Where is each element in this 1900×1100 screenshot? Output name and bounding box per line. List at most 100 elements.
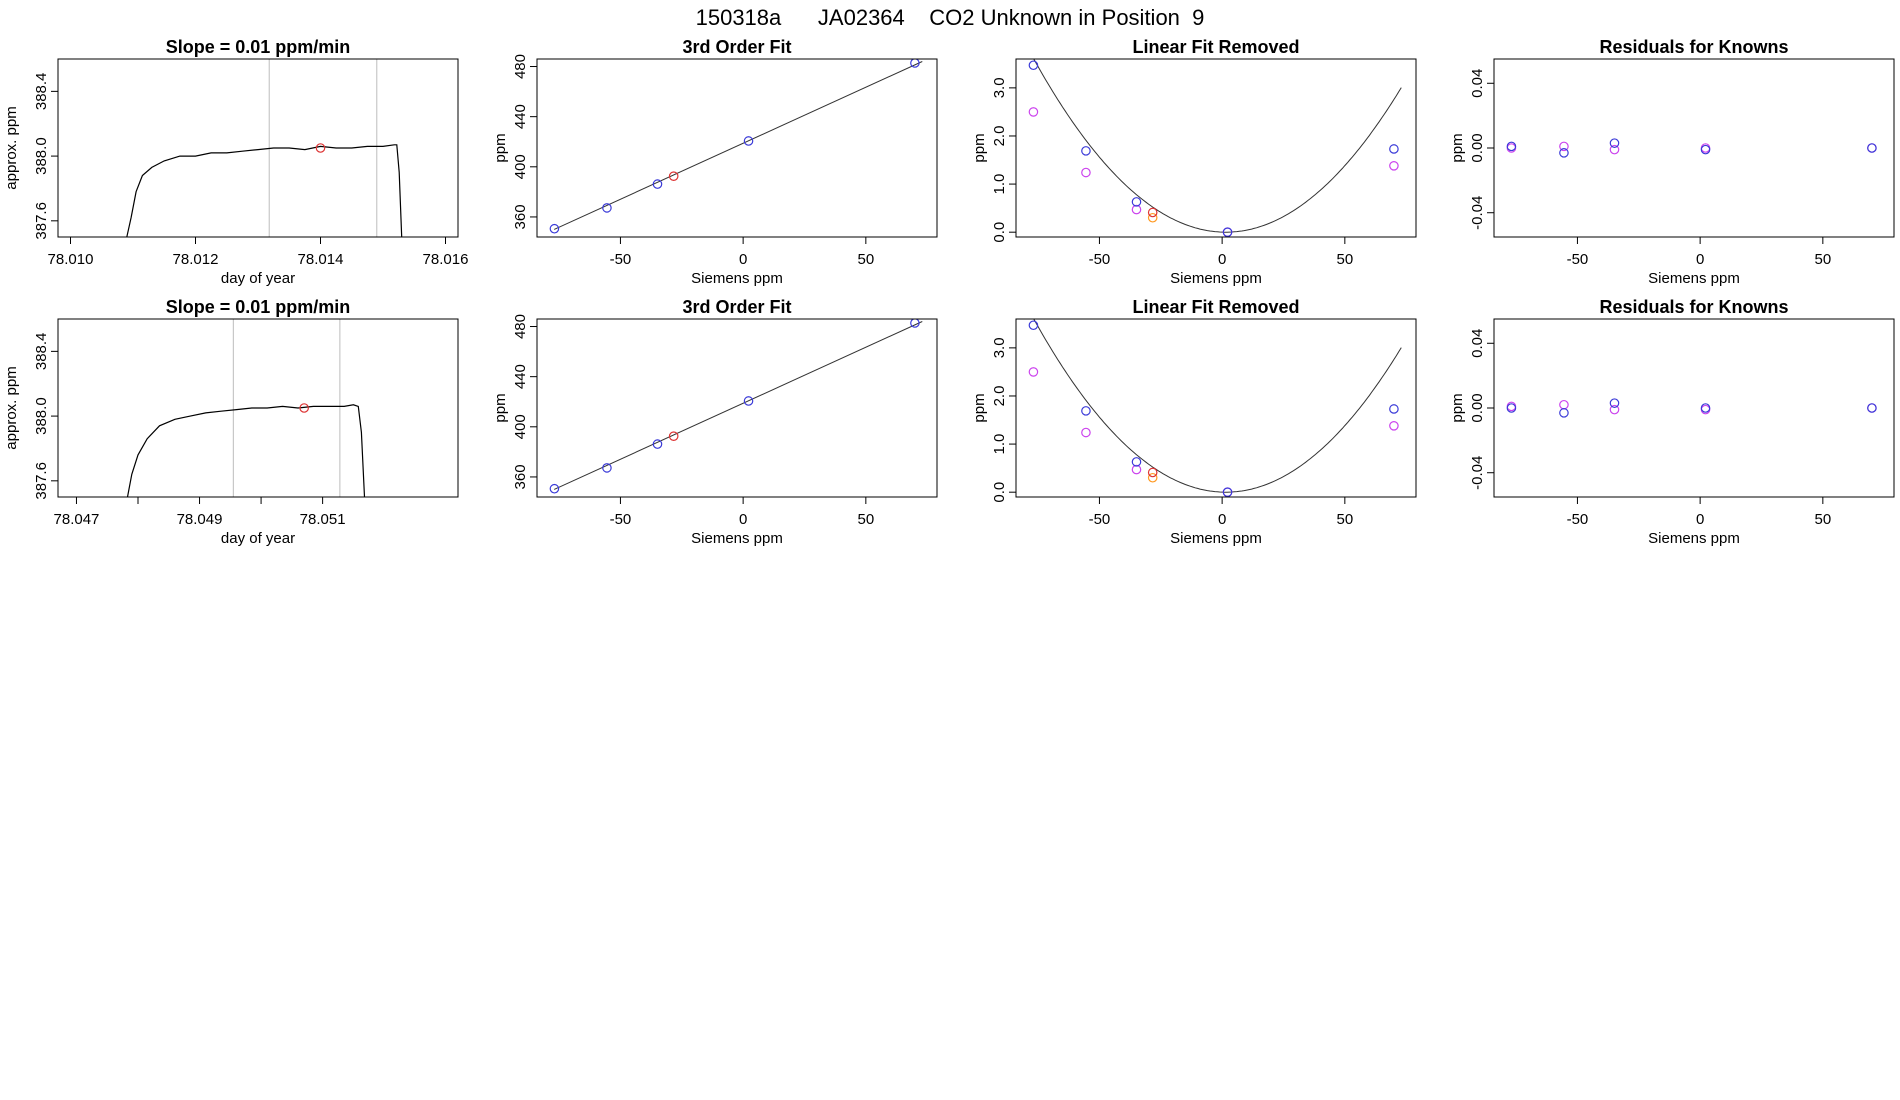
y-axis-label: ppm — [492, 133, 509, 162]
residual-alt-point — [1559, 141, 1569, 152]
plot-area — [1506, 398, 1877, 418]
x-tick-label: 78.047 — [54, 511, 100, 528]
y-tick-label: 1.0 — [991, 174, 1008, 195]
y-tick-label: 0.04 — [1469, 69, 1486, 98]
x-tick-label: -50 — [1089, 251, 1111, 268]
plot-area — [549, 59, 923, 234]
y-tick-label: 1.0 — [991, 434, 1008, 455]
known-standard-point — [1081, 146, 1091, 156]
y-tick-label: 400 — [512, 414, 529, 439]
y-axis-label: ppm — [971, 133, 988, 162]
unknown-sample-point — [1147, 207, 1158, 218]
residual-alt-point — [1609, 404, 1620, 415]
known-standard-point — [652, 439, 663, 449]
y-tick-label: 388.4 — [33, 333, 50, 371]
unknown-alt-point — [1147, 212, 1158, 223]
residual-point — [1700, 144, 1711, 155]
panel-title: Slope = 0.01 ppm/min — [166, 37, 351, 57]
x-axis-label: day of year — [221, 270, 295, 287]
x-axis-label: Siemens ppm — [691, 530, 783, 547]
residual-point — [1867, 403, 1877, 413]
fit-line — [553, 61, 923, 230]
x-tick-label: 0 — [739, 511, 747, 528]
panel-2: 3rd Order Fit -50 0 50 360 400 440 480 Siemens p… — [492, 37, 938, 287]
plot-area — [126, 319, 366, 497]
residual-point — [1559, 148, 1569, 158]
y-tick-label: 388.4 — [33, 73, 50, 111]
x-tick-label: 50 — [1336, 251, 1353, 268]
panel-title: Linear Fit Removed — [1132, 37, 1299, 57]
plot-frame — [1493, 58, 1895, 238]
x-tick-label: 0 — [739, 251, 747, 268]
x-tick-label: 78.010 — [48, 251, 94, 268]
x-tick-label: 78.012 — [173, 251, 219, 268]
y-tick-label: 480 — [512, 314, 529, 339]
unknown-sample-point — [668, 431, 679, 442]
known-standard-point — [1131, 197, 1142, 207]
x-axis-label: Siemens ppm — [691, 270, 783, 287]
residual-point — [1506, 141, 1517, 152]
unknown-sample-point — [1147, 467, 1158, 478]
x-tick-label: 78.049 — [177, 511, 223, 528]
x-tick-label: 78.014 — [298, 251, 344, 268]
x-tick-label: 50 — [1814, 511, 1831, 528]
residual-point — [1609, 138, 1620, 148]
known-standard-point — [743, 396, 754, 406]
known-standard-point — [1389, 404, 1399, 414]
known-standard-point — [602, 203, 612, 213]
y-tick-label: 0.0 — [991, 222, 1008, 243]
y-tick-label: 0.0 — [991, 482, 1008, 503]
residual-point — [1700, 403, 1711, 413]
plot-area — [549, 319, 923, 494]
panels-container: Slope = 0.01 ppm/min 78.010 78.012 78.014 78… — [3, 37, 1895, 547]
fit-curve — [1033, 319, 1402, 493]
y-axis-label: ppm — [492, 393, 509, 422]
x-tick-label: 78.016 — [423, 251, 469, 268]
y-tick-label: 440 — [512, 104, 529, 129]
known-standard-point — [1131, 457, 1142, 467]
panel-1: Slope = 0.01 ppm/min 78.010 78.012 78.014 78… — [3, 37, 468, 287]
x-tick-label: 78.051 — [300, 511, 346, 528]
panel-7: Linear Fit Removed -50 0 50 0.0 1.0 2.0 3.0 Siem… — [971, 297, 1417, 547]
known-standard-point — [743, 136, 754, 146]
y-tick-label: 0.00 — [1469, 133, 1486, 162]
y-tick-label: -0.04 — [1469, 196, 1486, 230]
known-standard-point — [910, 59, 920, 68]
concentration-trace — [126, 404, 366, 497]
y-axis-label: ppm — [971, 393, 988, 422]
known-standard-point — [1222, 487, 1233, 497]
known-standard-point — [549, 483, 560, 494]
known-standard-point — [602, 463, 612, 473]
x-tick-label: -50 — [1567, 251, 1589, 268]
panel-8: Residuals for Knowns -50 0 50 -0.04 0.00 0.04 S… — [1449, 297, 1895, 547]
residual-point — [1867, 143, 1877, 153]
x-axis-label: Siemens ppm — [1170, 530, 1262, 547]
residual-point — [1609, 398, 1620, 408]
known-alt-point — [1028, 367, 1039, 377]
panel-title: 3rd Order Fit — [682, 37, 791, 57]
known-standard-point — [1028, 320, 1039, 331]
y-tick-label: 360 — [512, 204, 529, 229]
residual-point — [1559, 408, 1569, 418]
plot-frame — [536, 58, 938, 238]
x-tick-label: 0 — [1696, 511, 1704, 528]
x-tick-label: 0 — [1218, 511, 1226, 528]
x-tick-label: 50 — [1814, 251, 1831, 268]
residual-point — [1506, 403, 1517, 413]
plot-frame — [1015, 58, 1417, 238]
mean-marker — [315, 143, 326, 153]
known-standard-point — [1222, 227, 1233, 237]
panel-4: Residuals for Knowns -50 0 50 -0.04 0.00 0.04 S… — [1449, 37, 1895, 287]
known-standard-point — [1081, 406, 1091, 416]
x-tick-label: 50 — [857, 251, 874, 268]
plot-frame — [57, 58, 459, 238]
known-standard-point — [1028, 60, 1039, 71]
panel-6: 3rd Order Fit -50 0 50 360 400 440 480 Siemens p… — [492, 297, 938, 547]
y-tick-label: 0.04 — [1469, 329, 1486, 358]
plot-area — [1028, 59, 1402, 237]
y-tick-label: 3.0 — [991, 337, 1008, 358]
known-standard-point — [549, 223, 560, 234]
x-axis-label: Siemens ppm — [1170, 270, 1262, 287]
fit-line — [553, 321, 923, 490]
